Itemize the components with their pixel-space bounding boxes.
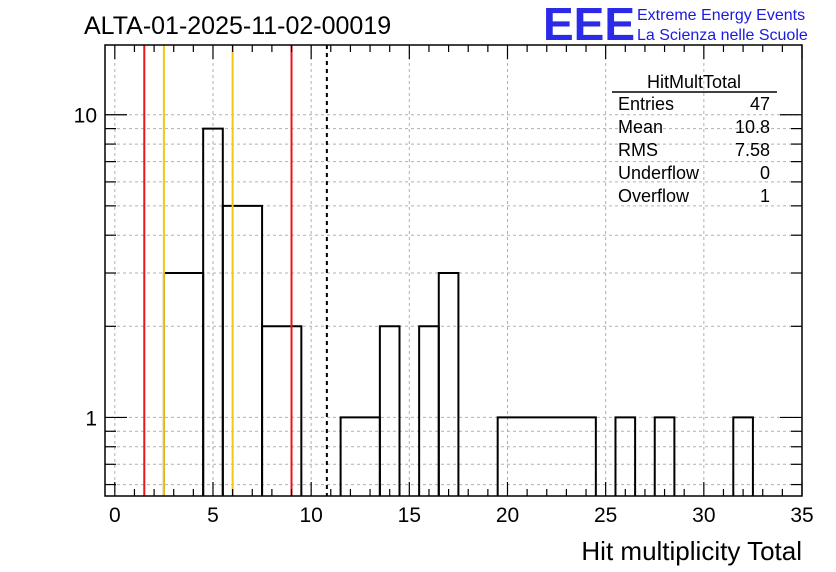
histogram-bin (378, 325, 401, 496)
stats-row-label: Underflow (618, 163, 700, 183)
stats-box: HitMultTotal Entries 47 Mean 10.8 RMS 7.58 Und… (612, 72, 777, 206)
x-tick-label: 25 (594, 504, 617, 527)
x-tick-label: 0 (109, 504, 121, 527)
stats-row-label: RMS (618, 140, 658, 160)
stats-title: HitMultTotal (647, 72, 741, 92)
histogram-bars (162, 127, 754, 496)
histogram-bin (653, 416, 676, 496)
stats-row-label: Entries (618, 94, 674, 114)
histogram-bin (261, 325, 303, 496)
x-tick-label: 15 (398, 504, 421, 527)
x-tick-label: 20 (496, 504, 519, 527)
stats-row-value: 10.8 (735, 117, 770, 137)
stats-row-value: 0 (760, 163, 770, 183)
stats-row-value: 1 (760, 186, 770, 206)
stats-row-label: Mean (618, 117, 663, 137)
y-tick-label: 1 (85, 407, 97, 430)
histogram-bin (437, 272, 460, 496)
stats-row-label: Overflow (618, 186, 690, 206)
x-tick-label: 10 (299, 504, 322, 527)
histogram-bin (496, 416, 597, 496)
logo-line-2: La Scienza nelle Scuole (637, 27, 808, 44)
chart-title: ALTA-01-2025-11-02-00019 (84, 12, 391, 40)
logo-mark: EEE (543, 0, 635, 50)
y-tick-label: 10 (74, 105, 97, 128)
marker-lines (143, 45, 328, 496)
histogram-bin (614, 416, 637, 496)
y-tick-labels: 1 10 (74, 105, 97, 431)
plot-frame (104, 44, 803, 497)
x-tick-labels: 0 5 10 15 20 25 30 35 (109, 504, 814, 527)
stats-row-value: 47 (750, 94, 770, 114)
x-tick-label: 35 (790, 504, 813, 527)
axes (104, 44, 803, 497)
eee-logo: EEE Extreme Energy Events La Scienza nel… (543, 0, 808, 50)
x-axis-label: Hit multiplicity Total (581, 536, 802, 566)
stats-rows: Entries 47 Mean 10.8 RMS 7.58 Underflow 0 Overfl… (618, 94, 770, 206)
histogram-bin (732, 416, 754, 496)
x-tick-label: 5 (207, 504, 219, 527)
stats-row-value: 7.58 (735, 140, 770, 160)
logo-line-1: Extreme Energy Events (637, 7, 805, 24)
x-tick-label: 30 (692, 504, 715, 527)
